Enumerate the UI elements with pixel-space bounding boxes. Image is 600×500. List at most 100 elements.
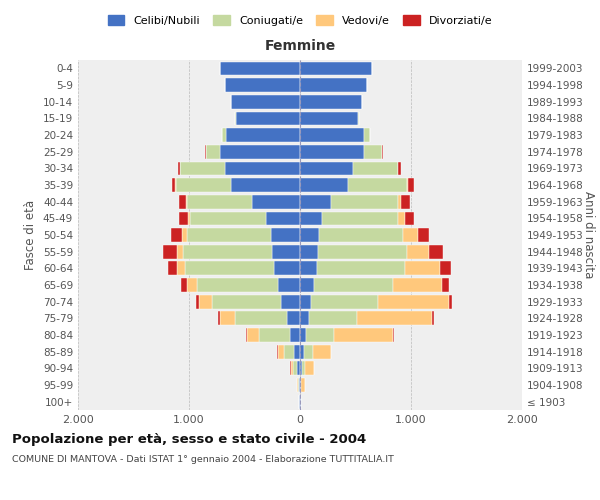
Bar xyxy=(300,195,331,208)
Bar xyxy=(278,345,284,358)
Bar xyxy=(220,312,235,325)
Bar xyxy=(188,212,190,225)
Bar xyxy=(300,278,314,292)
Bar xyxy=(314,278,393,292)
Bar xyxy=(226,128,300,142)
Bar xyxy=(177,262,185,275)
Bar xyxy=(196,295,199,308)
Bar xyxy=(393,278,442,292)
Bar xyxy=(322,212,398,225)
Bar xyxy=(300,95,362,108)
Bar xyxy=(224,78,300,92)
Bar xyxy=(440,262,451,275)
Bar xyxy=(305,362,314,375)
Y-axis label: Fasce di età: Fasce di età xyxy=(25,200,37,270)
Bar xyxy=(281,295,300,308)
Bar xyxy=(266,212,300,225)
Bar xyxy=(300,228,319,242)
Bar xyxy=(187,278,197,292)
Bar xyxy=(432,312,434,325)
Bar xyxy=(231,178,300,192)
Bar xyxy=(356,312,432,325)
Bar xyxy=(401,195,410,208)
Bar xyxy=(185,262,274,275)
Bar xyxy=(407,178,408,192)
Bar xyxy=(298,378,299,392)
Bar xyxy=(206,145,220,158)
Bar xyxy=(358,112,359,125)
Bar xyxy=(296,362,300,375)
Bar xyxy=(300,128,364,142)
Bar xyxy=(220,62,300,75)
Bar xyxy=(247,328,259,342)
Bar xyxy=(222,128,226,142)
Bar xyxy=(300,178,348,192)
Bar xyxy=(224,162,300,175)
Bar xyxy=(304,345,313,358)
Bar xyxy=(284,345,295,358)
Bar xyxy=(309,312,356,325)
Bar xyxy=(319,228,403,242)
Bar xyxy=(334,328,392,342)
Bar xyxy=(187,228,271,242)
Bar xyxy=(300,362,302,375)
Bar xyxy=(220,145,300,158)
Bar xyxy=(231,95,300,108)
Bar xyxy=(408,178,414,192)
Bar xyxy=(300,145,364,158)
Bar xyxy=(300,345,304,358)
Text: COMUNE DI MANTOVA - Dati ISTAT 1° gennaio 2004 - Elaborazione TUTTITALIA.IT: COMUNE DI MANTOVA - Dati ISTAT 1° gennai… xyxy=(12,455,394,464)
Bar xyxy=(302,362,305,375)
Bar xyxy=(187,195,252,208)
Bar xyxy=(300,312,309,325)
Bar xyxy=(274,262,300,275)
Bar xyxy=(259,328,290,342)
Bar xyxy=(171,228,182,242)
Bar xyxy=(407,245,429,258)
Bar xyxy=(252,195,300,208)
Bar xyxy=(300,112,358,125)
Bar xyxy=(236,112,300,125)
Bar xyxy=(353,162,398,175)
Bar xyxy=(300,62,372,75)
Bar xyxy=(406,212,415,225)
Bar xyxy=(418,228,429,242)
Bar xyxy=(272,245,300,258)
Bar xyxy=(300,295,311,308)
Legend: Celibi/Nubili, Coniugati/e, Vedovi/e, Divorziati/e: Celibi/Nubili, Coniugati/e, Vedovi/e, Di… xyxy=(103,10,497,30)
Bar xyxy=(180,162,224,175)
Text: Femmine: Femmine xyxy=(265,39,335,53)
Bar xyxy=(318,245,407,258)
Bar xyxy=(300,78,367,92)
Bar xyxy=(364,128,370,142)
Bar xyxy=(184,245,272,258)
Bar xyxy=(290,362,293,375)
Bar xyxy=(212,295,281,308)
Bar xyxy=(172,178,175,192)
Bar xyxy=(429,245,443,258)
Bar xyxy=(449,295,452,308)
Bar xyxy=(197,278,278,292)
Bar xyxy=(271,228,300,242)
Bar xyxy=(168,262,177,275)
Bar xyxy=(442,278,449,292)
Bar xyxy=(245,328,247,342)
Bar xyxy=(300,378,301,392)
Bar xyxy=(185,195,187,208)
Bar xyxy=(218,312,220,325)
Bar xyxy=(406,262,440,275)
Bar xyxy=(181,278,187,292)
Bar xyxy=(398,212,406,225)
Y-axis label: Anni di nascita: Anni di nascita xyxy=(582,192,595,278)
Bar xyxy=(199,295,212,308)
Bar xyxy=(300,262,317,275)
Text: Popolazione per età, sesso e stato civile - 2004: Popolazione per età, sesso e stato civil… xyxy=(12,432,366,446)
Bar xyxy=(179,212,188,225)
Bar xyxy=(300,162,353,175)
Bar xyxy=(398,195,401,208)
Bar xyxy=(179,195,185,208)
Bar xyxy=(348,178,407,192)
Bar xyxy=(311,295,378,308)
Bar xyxy=(300,245,318,258)
Bar xyxy=(287,312,300,325)
